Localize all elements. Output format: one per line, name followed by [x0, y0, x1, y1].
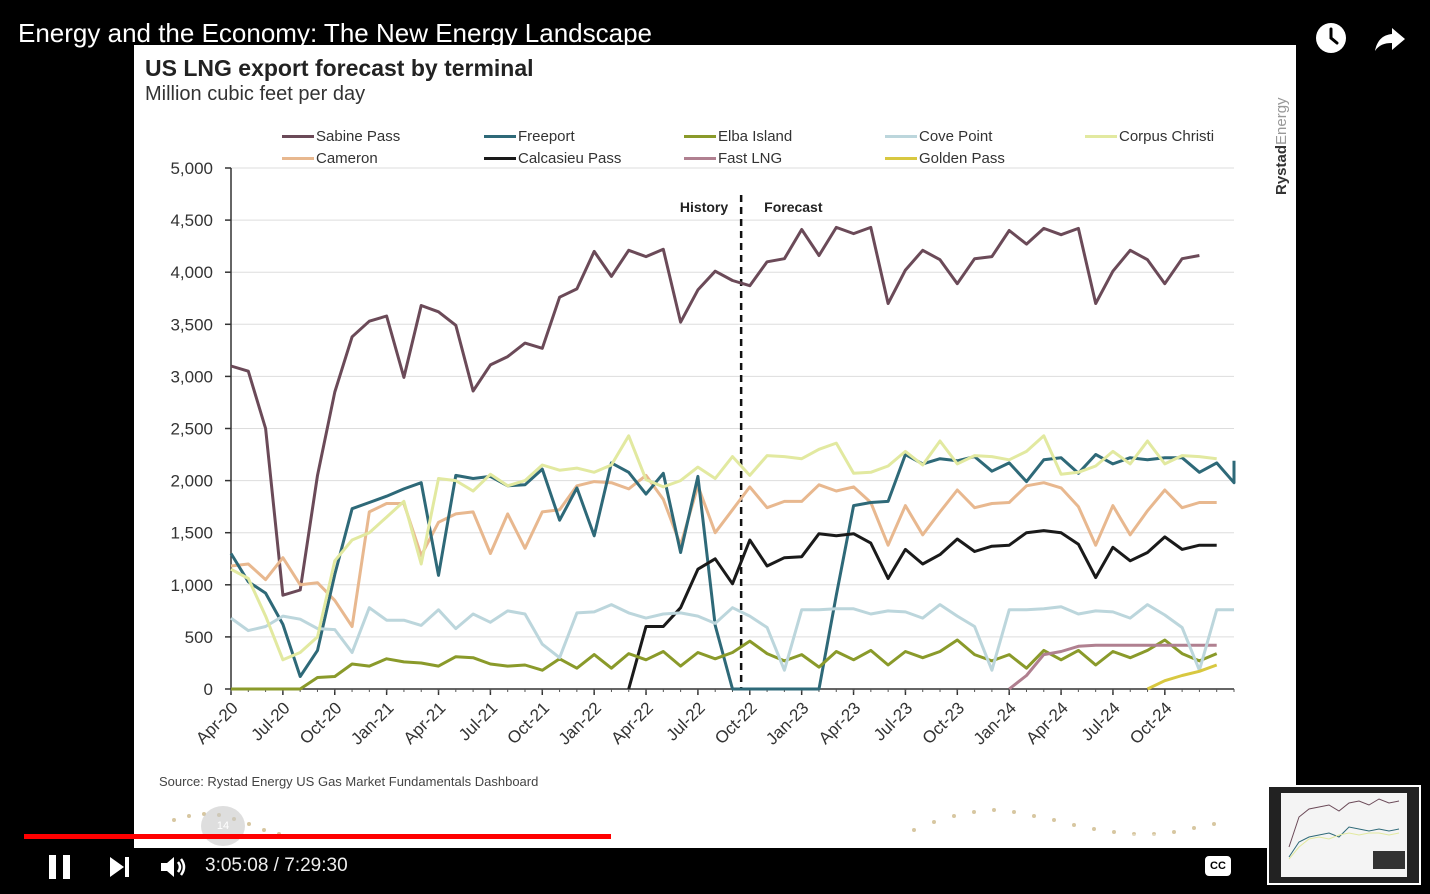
- x-tick-label: Jul-20: [248, 698, 294, 744]
- x-tick-label: Oct-23: [919, 698, 969, 748]
- x-tick-label: Apr-24: [1022, 698, 1072, 748]
- x-tick-label: Oct-21: [504, 698, 554, 748]
- legend-item: Calcasieu Pass: [484, 150, 621, 167]
- legend-item: Sabine Pass: [282, 128, 400, 145]
- legend-swatch: [282, 135, 314, 138]
- series-line-corpus-christi: [230, 434, 1217, 662]
- y-tick-label: 3,000: [170, 367, 213, 386]
- legend-item: Golden Pass: [885, 150, 1005, 167]
- decorative-dots: [172, 808, 1216, 836]
- cc-label: CC: [1210, 860, 1226, 872]
- cc-icon[interactable]: CC: [1205, 856, 1231, 876]
- slide-subtitle: Million cubic feet per day: [145, 83, 366, 105]
- y-tick-label: 4,500: [170, 211, 213, 230]
- volume-icon[interactable]: [158, 851, 188, 883]
- time-separator: /: [268, 855, 285, 876]
- legend-item: Corpus Christi: [1085, 128, 1214, 145]
- legend-swatch: [1085, 135, 1117, 138]
- x-tick-label: Apr-22: [607, 698, 657, 748]
- x-tick-label: Oct-20: [296, 698, 346, 748]
- legend-label: Calcasieu Pass: [518, 150, 622, 167]
- x-tick-label: Jul-21: [455, 698, 501, 744]
- legend-swatch: [484, 135, 516, 138]
- video-title[interactable]: Energy and the Economy: The New Energy L…: [18, 18, 653, 48]
- y-tick-label: 0: [204, 680, 213, 699]
- legend-label: Elba Island: [718, 128, 793, 145]
- x-tick-label: Jan-24: [970, 698, 1020, 748]
- legend-swatch: [885, 135, 917, 138]
- x-tick-label: Jul-24: [1078, 698, 1124, 744]
- y-tick-label: 500: [185, 628, 213, 647]
- y-tick-label: 3,500: [170, 315, 213, 334]
- duration: 7:29:30: [284, 855, 348, 876]
- legend-swatch: [885, 157, 917, 160]
- x-tick-label: Apr-20: [192, 698, 242, 748]
- progress-played: [24, 834, 612, 839]
- current-time: 3:05:08: [205, 855, 269, 876]
- legend-item: Fast LNG: [684, 150, 782, 167]
- y-tick-label: 1,500: [170, 524, 213, 543]
- pause-icon[interactable]: [46, 851, 74, 883]
- series-line-golden-pass: [1146, 663, 1218, 691]
- x-tick-label: Apr-21: [400, 698, 450, 748]
- legend-item: Freeport: [484, 128, 575, 145]
- x-tick-label: Oct-24: [1126, 698, 1176, 748]
- legend-label: Freeport: [518, 128, 575, 145]
- x-tick-label: Jan-23: [762, 698, 812, 748]
- clock-icon[interactable]: [1313, 20, 1349, 56]
- legend-swatch: [684, 135, 716, 138]
- legend-label: Cameron: [316, 150, 378, 167]
- chapter-badge: 14: [201, 806, 245, 846]
- x-tick-label: Oct-22: [711, 698, 761, 748]
- time-display: 3:05:08 / 7:29:30: [205, 855, 348, 877]
- series-line-sabine-pass: [230, 225, 1200, 597]
- legend-swatch: [282, 157, 314, 160]
- legend-swatch: [684, 157, 716, 160]
- y-tick-label: 1,000: [170, 576, 213, 595]
- legend-label: Golden Pass: [919, 150, 1005, 167]
- legend-label: Sabine Pass: [316, 128, 401, 145]
- x-tick-label: Jan-22: [555, 698, 605, 748]
- share-arrow-icon[interactable]: [1372, 20, 1408, 56]
- source-note: Source: Rystad Energy US Gas Market Fund…: [159, 774, 539, 789]
- legend-item: Cameron: [282, 150, 378, 167]
- series-line-fast-lng: [1008, 643, 1217, 691]
- miniplayer-thumbnail[interactable]: [1267, 785, 1421, 885]
- legend-label: Fast LNG: [718, 150, 783, 167]
- x-tick-label: Jul-23: [870, 698, 916, 744]
- legend-swatch: [484, 157, 516, 160]
- history-label: History: [680, 199, 728, 215]
- series-line-cameron: [230, 473, 1217, 628]
- next-icon[interactable]: [106, 851, 134, 883]
- y-tick-label: 2,000: [170, 472, 213, 491]
- legend-item: Elba Island: [684, 128, 792, 145]
- y-tick-label: 5,000: [170, 159, 213, 178]
- series-line-calcasieu-pass: [627, 529, 1217, 690]
- y-tick-label: 2,500: [170, 420, 213, 439]
- slide-title: US LNG export forecast by terminal: [145, 55, 534, 81]
- y-tick-label: 4,000: [170, 263, 213, 282]
- x-tick-label: Apr-23: [815, 698, 865, 748]
- forecast-label: Forecast: [764, 199, 823, 215]
- legend-label: Corpus Christi: [1119, 128, 1215, 145]
- series-line-elba-island: [231, 638, 1218, 691]
- series-line-cove-point: [230, 603, 1234, 672]
- x-tick-label: Jan-21: [347, 698, 397, 748]
- legend-label: Cove Point: [919, 128, 993, 145]
- legend-item: Cove Point: [885, 128, 992, 145]
- x-tick-label: Jul-22: [663, 698, 709, 744]
- presentation-slide: US LNG export forecast by terminal Milli…: [134, 45, 1296, 848]
- progress-bar[interactable]: [24, 834, 1266, 839]
- thumbnail-preview: [1281, 793, 1407, 877]
- lng-export-chart: 0 500 1,000 1,500 2,000 2,500 3,000 3,500 4,000 4…: [170, 159, 1236, 749]
